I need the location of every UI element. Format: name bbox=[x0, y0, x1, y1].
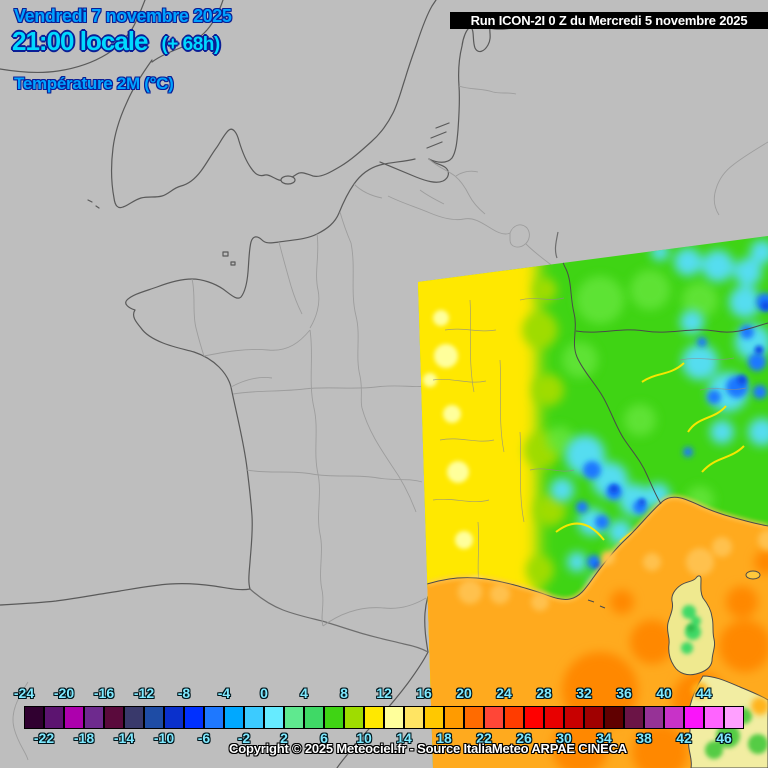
scilly-islets bbox=[87, 199, 100, 209]
parameter-label: Température 2M (°C) bbox=[14, 74, 174, 93]
zeeland-islands bbox=[426, 122, 450, 149]
country-borders-gray bbox=[249, 231, 559, 653]
england-coast bbox=[111, 0, 437, 209]
model-domain-field bbox=[418, 236, 768, 768]
forecast-offset: (+ 68h) bbox=[161, 34, 220, 55]
netherlands-coast bbox=[428, 26, 523, 163]
german-swiss-border bbox=[554, 231, 559, 259]
isle-of-wight bbox=[280, 175, 296, 185]
france-atlantic-coast bbox=[0, 158, 416, 606]
wales-coast bbox=[0, 0, 146, 74]
run-label: Run ICON-2I 0 Z du Mercredi 5 novembre 2… bbox=[450, 12, 768, 29]
valid-date-label: Vendredi 7 novembre 2025 bbox=[14, 6, 232, 26]
channel-island-2 bbox=[230, 261, 236, 266]
bristol-channel-coast bbox=[151, 0, 224, 63]
valid-time-label: 21:00 locale (+ 68h) bbox=[12, 26, 220, 57]
region-borders bbox=[12, 85, 768, 761]
belgium-coast bbox=[379, 158, 449, 183]
channel-island-1 bbox=[222, 251, 229, 257]
copyright: Copyright © 2025 Meteociel.fr - Source I… bbox=[229, 741, 627, 756]
hyeres-islets bbox=[587, 599, 606, 609]
elba-island bbox=[745, 570, 761, 580]
local-time: 21:00 locale bbox=[12, 26, 148, 56]
alpine-country-borders bbox=[557, 236, 768, 505]
coastlines bbox=[0, 0, 523, 768]
pyrenees-border bbox=[249, 588, 429, 653]
